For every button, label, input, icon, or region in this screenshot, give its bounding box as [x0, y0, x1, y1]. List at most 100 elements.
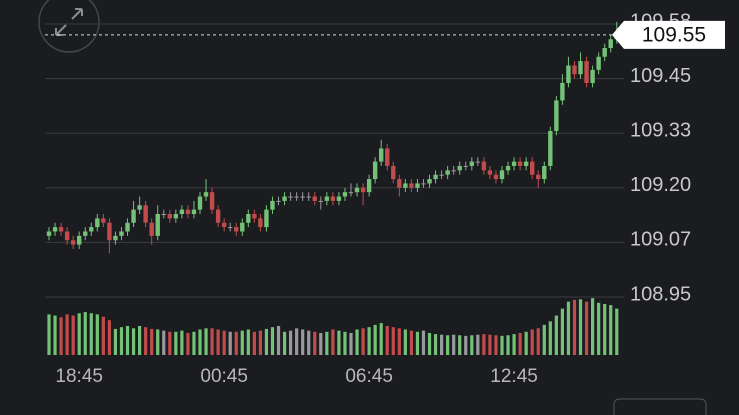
x-tick-label: 06:45: [345, 366, 393, 387]
candle-body: [511, 161, 517, 166]
candle-body: [487, 170, 493, 175]
candle-body: [560, 82, 565, 101]
volume-bar: [591, 298, 595, 355]
volume-bar: [325, 331, 329, 355]
volume-bar: [119, 327, 124, 355]
candle-body: [258, 218, 263, 228]
volume-bar: [131, 328, 136, 355]
candle-body: [463, 165, 468, 167]
volume-bar: [518, 332, 522, 355]
candle-body: [566, 65, 571, 83]
candle-body: [481, 161, 487, 171]
volume-bar: [427, 332, 432, 355]
candle-body: [493, 174, 499, 180]
volume-bar: [572, 299, 577, 355]
volume-bar: [409, 330, 413, 355]
candle-body: [282, 196, 287, 201]
volume-bar: [331, 329, 335, 355]
volume-bar: [609, 305, 613, 355]
candle-body: [342, 192, 348, 197]
volume-bar: [482, 334, 486, 355]
candle-body: [427, 179, 432, 184]
candle-body: [119, 231, 124, 236]
volume-bar: [258, 330, 262, 355]
volume-bar: [512, 334, 516, 355]
candle-body: [276, 200, 281, 202]
candle-body: [590, 69, 595, 83]
volume-bar: [198, 329, 202, 355]
volume-bar: [295, 328, 299, 355]
candle-body: [149, 222, 154, 236]
candle-body: [101, 218, 106, 223]
candle-body: [46, 231, 52, 236]
volume-bar: [168, 331, 172, 355]
candle-body: [360, 187, 366, 193]
volume-bar: [536, 328, 540, 355]
volume-bar: [150, 328, 154, 355]
volume-bar: [548, 321, 552, 355]
candle-body: [240, 222, 245, 232]
candle-body: [385, 148, 390, 166]
candle-body: [288, 196, 293, 198]
volume-bar: [367, 327, 371, 355]
volume-bar: [83, 312, 87, 355]
candle-body: [451, 170, 456, 172]
volume-bar: [464, 335, 468, 355]
candle-body: [161, 214, 166, 216]
candle-body: [372, 161, 378, 180]
candle-body: [191, 209, 197, 215]
candle-body: [445, 170, 450, 175]
last-price-tag: [612, 20, 725, 49]
candle-body: [548, 131, 553, 166]
volume-bar: [180, 330, 184, 355]
y-tick-label: 109.07: [630, 229, 691, 251]
volume-bar: [101, 316, 105, 355]
volume-bar: [113, 328, 118, 355]
volume-bar: [615, 308, 619, 355]
volume-bar: [433, 334, 438, 355]
candle-body: [475, 161, 481, 163]
candle-body: [215, 209, 221, 223]
volume-bar: [530, 329, 534, 355]
volume-bar: [349, 332, 353, 355]
volume-bar: [65, 314, 69, 355]
candle-body: [403, 183, 408, 188]
candle-body: [330, 196, 336, 201]
candle-body: [155, 214, 160, 236]
volume-bar: [452, 334, 456, 355]
volume-bar: [192, 331, 196, 355]
volume-bar: [162, 330, 166, 355]
candle-body: [366, 179, 372, 193]
volume-bar: [319, 332, 323, 355]
volume-bar: [403, 329, 407, 355]
candle-body: [517, 161, 523, 166]
last-price-label: 109.55: [642, 23, 706, 46]
candle-body: [83, 231, 88, 236]
candle-body: [354, 187, 360, 193]
candle-body: [58, 227, 64, 232]
candle-body: [602, 48, 607, 57]
volume-bar: [156, 329, 160, 355]
volume-bar: [107, 320, 111, 355]
volume-bar: [138, 326, 142, 355]
candle-body: [318, 200, 323, 202]
volume-bar: [560, 308, 564, 355]
volume-bar: [397, 328, 401, 355]
candle-body: [433, 174, 438, 180]
candle-body: [270, 200, 275, 210]
x-tick-label: 00:45: [200, 366, 248, 387]
candle-body: [167, 214, 172, 219]
volume-bar: [554, 315, 558, 355]
bottom-button[interactable]: [613, 398, 707, 415]
volume-bar: [415, 331, 420, 355]
candle-body: [312, 196, 317, 201]
candle-body: [421, 183, 426, 185]
expand-circle: [38, 0, 100, 53]
volume-bar: [337, 330, 341, 355]
volume-bar: [186, 332, 190, 355]
candle-body: [173, 214, 179, 219]
volume-bar: [264, 328, 269, 355]
candle-body: [77, 235, 82, 245]
volume-bar: [47, 314, 51, 355]
